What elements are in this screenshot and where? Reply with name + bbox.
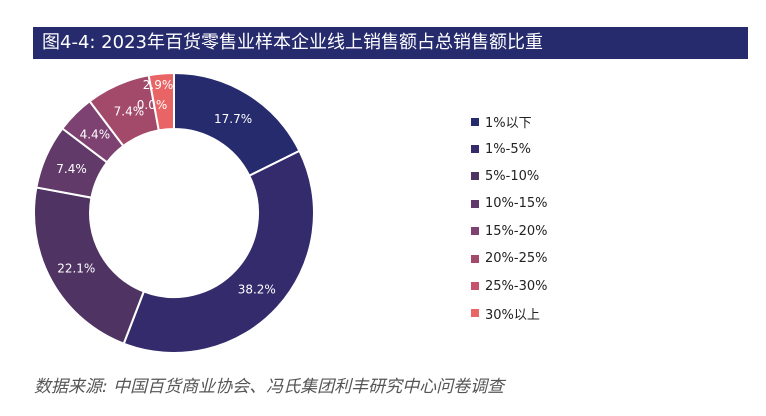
legend-swatch bbox=[471, 172, 479, 181]
legend-swatch bbox=[471, 282, 479, 291]
donut-data-labels: 17.7%38.2%22.1%7.4%4.4%7.4%0.0%2.9% bbox=[56, 78, 276, 296]
legend-label: 5%-10% bbox=[485, 168, 540, 184]
chart-title: 图4-4: 2023年百货零售业样本企业线上销售额占总销售额比重 bbox=[33, 27, 748, 59]
legend-item: 30%以上 bbox=[471, 300, 547, 327]
legend-label: 1%-5% bbox=[485, 141, 531, 157]
legend-swatch bbox=[471, 254, 479, 263]
legend-swatch bbox=[471, 199, 479, 208]
legend-item: 1%-5% bbox=[471, 135, 547, 162]
legend-label: 25%-30% bbox=[485, 278, 548, 294]
legend-label: 1%以下 bbox=[485, 116, 532, 132]
legend-item: 15%-20% bbox=[471, 218, 547, 245]
legend-label: 10%-15% bbox=[485, 196, 548, 212]
legend-label: 30%以上 bbox=[485, 307, 540, 323]
donut-chart: 17.7%38.2%22.1%7.4%4.4%7.4%0.0%2.9% bbox=[33, 71, 315, 354]
donut-slices bbox=[33, 71, 315, 354]
legend-item: 1%以下 bbox=[471, 108, 547, 135]
data-label-5: 4.4% bbox=[80, 128, 111, 142]
data-label-4: 7.4% bbox=[56, 162, 87, 176]
legend-item: 25%-30% bbox=[471, 272, 547, 299]
data-label-6: 7.4% bbox=[114, 104, 145, 118]
legend-item: 5%-10% bbox=[471, 163, 547, 190]
data-label-8: 2.9% bbox=[143, 78, 174, 92]
legend-item: 10%-15% bbox=[471, 190, 547, 217]
source-note: 数据来源: 中国百货商业协会、冯氏集团利丰研究中心问卷调查 bbox=[34, 377, 505, 397]
legend-label: 15%-20% bbox=[485, 223, 548, 239]
legend-swatch bbox=[471, 145, 479, 154]
legend: 1%以下 1%-5% 5%-10% 10%-15% 15%-20% 20%-25% 25%-… bbox=[471, 108, 547, 327]
data-label-1: 17.7% bbox=[214, 112, 252, 126]
data-label-3: 22.1% bbox=[57, 262, 95, 276]
data-label-7: 0.0% bbox=[137, 98, 168, 112]
legend-item: 20%-25% bbox=[471, 245, 547, 272]
legend-swatch bbox=[471, 309, 479, 318]
legend-swatch bbox=[471, 227, 479, 236]
donut-slice-2 bbox=[122, 149, 315, 354]
legend-label: 20%-25% bbox=[485, 251, 548, 267]
data-label-2: 38.2% bbox=[238, 282, 276, 296]
donut-slice-8 bbox=[147, 71, 175, 132]
legend-swatch bbox=[471, 117, 479, 126]
